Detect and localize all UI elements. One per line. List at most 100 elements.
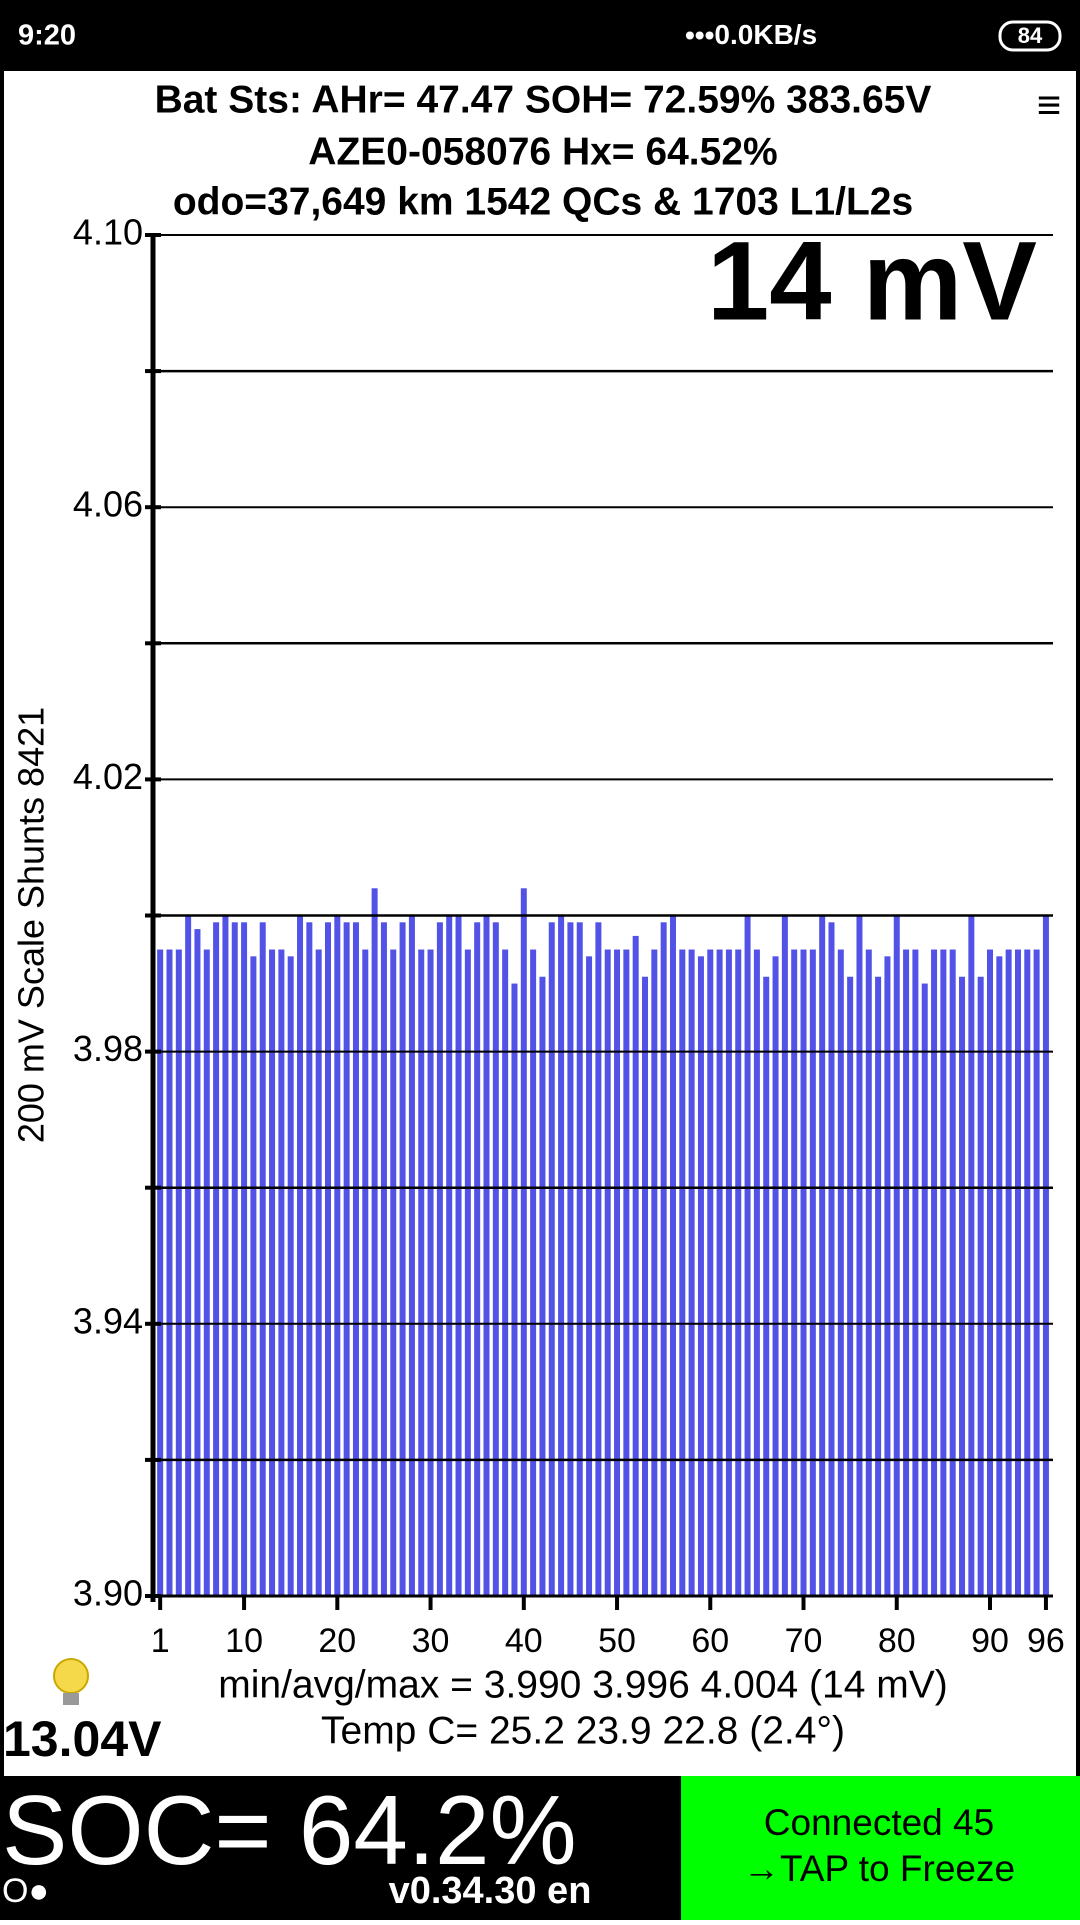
version: v0.34.30 en: [389, 1870, 592, 1912]
bar: [315, 949, 322, 1596]
bar: [371, 888, 378, 1596]
bar: [586, 956, 593, 1596]
bar: [669, 915, 676, 1596]
bar: [707, 949, 714, 1596]
bar: [977, 976, 984, 1596]
status-icon: O●: [2, 1872, 49, 1910]
bar: [1014, 949, 1021, 1596]
bar: [474, 922, 481, 1596]
bar: [259, 922, 266, 1596]
bar: [800, 949, 807, 1596]
bar: [166, 949, 173, 1596]
y-tick-label: 4.02: [73, 756, 143, 797]
bar: [921, 983, 928, 1596]
bar: [837, 949, 844, 1596]
bar: [791, 949, 798, 1596]
battery-level: 84: [1018, 23, 1043, 48]
bar: [604, 949, 611, 1596]
x-tick-label: 90: [971, 1622, 1009, 1660]
right-border: [1076, 71, 1080, 1776]
spread-annotation: 14 mV: [707, 219, 1037, 344]
bar: [231, 922, 238, 1596]
bar: [492, 922, 499, 1596]
network-speed: •••0.0KB/s: [685, 19, 817, 50]
bar: [679, 949, 686, 1596]
freeze-hint[interactable]: →TAP to Freeze: [743, 1848, 1015, 1889]
battery-icon: [998, 20, 1062, 52]
bar: [865, 949, 872, 1596]
bar: [949, 949, 956, 1596]
bar: [642, 976, 649, 1596]
header-line: odo=37,649 km 1542 QCs & 1703 L1/L2s: [173, 180, 913, 223]
x-tick-label: 80: [878, 1622, 916, 1660]
bar: [464, 949, 471, 1596]
bar: [390, 949, 397, 1596]
bar: [194, 929, 201, 1596]
bar: [213, 922, 220, 1596]
bar: [511, 983, 518, 1596]
plot[interactable]: 3.90 3.94 3.98 4.02 4.06 4.10 1 10 20 30 40 50 60 70 8…: [73, 212, 1065, 1660]
bar: [297, 915, 304, 1596]
soc: SOC= 64.2%: [2, 1775, 577, 1885]
bar: [269, 949, 276, 1596]
bar: [362, 949, 369, 1596]
bar: [1024, 949, 1031, 1596]
bar: [175, 949, 182, 1596]
bar: [427, 949, 434, 1596]
bar: [697, 956, 704, 1596]
bar: [660, 922, 667, 1596]
header-line: Bat Sts: AHr= 47.47 SOH= 72.59% 383.65V: [155, 78, 932, 121]
bar: [530, 949, 537, 1596]
bar: [809, 949, 816, 1596]
bar: [483, 915, 490, 1596]
bulb-icon: [53, 1658, 89, 1705]
bar: [278, 949, 285, 1596]
bar: [753, 949, 760, 1596]
bar: [576, 922, 583, 1596]
bar: [408, 915, 415, 1596]
x-tick-label: 60: [691, 1622, 729, 1660]
y-tick-label: 3.98: [73, 1028, 143, 1069]
bar: [502, 949, 509, 1596]
bar: [446, 915, 453, 1596]
bar: [632, 935, 639, 1596]
bar: [763, 976, 770, 1596]
bar: [884, 956, 891, 1596]
aux-voltage: 13.04V: [3, 1711, 162, 1767]
connection-status[interactable]: Connected 45: [764, 1802, 994, 1843]
bar: [334, 915, 341, 1596]
bar: [436, 922, 443, 1596]
bar: [352, 922, 359, 1596]
bar: [847, 976, 854, 1596]
bar: [856, 915, 863, 1596]
bar: [772, 956, 779, 1596]
menu-button[interactable]: ≡: [1037, 81, 1062, 128]
bar: [651, 949, 658, 1596]
x-tick-label: 96: [1027, 1622, 1065, 1660]
bar: [716, 949, 723, 1596]
bar: [1042, 915, 1049, 1596]
x-tick-label: 50: [598, 1622, 636, 1660]
bar: [940, 949, 947, 1596]
y-tick-label: 3.90: [73, 1573, 143, 1614]
bar: [744, 915, 751, 1596]
y-tick-label: 4.10: [73, 212, 143, 253]
status-bar: [0, 0, 1080, 71]
bar: [399, 922, 406, 1596]
bar: [614, 949, 621, 1596]
x-tick-label: 20: [318, 1622, 356, 1660]
bar: [931, 949, 938, 1596]
bar: [539, 976, 546, 1596]
y-tick-label: 3.94: [73, 1300, 143, 1341]
bar: [688, 949, 695, 1596]
bar: [912, 949, 919, 1596]
clock: 9:20: [18, 20, 76, 52]
bar: [418, 949, 425, 1596]
bar: [520, 888, 527, 1596]
bar: [222, 915, 229, 1596]
freeze-button[interactable]: [681, 1776, 1080, 1920]
bar: [903, 949, 910, 1596]
bar: [558, 915, 565, 1596]
bar: [959, 976, 966, 1596]
